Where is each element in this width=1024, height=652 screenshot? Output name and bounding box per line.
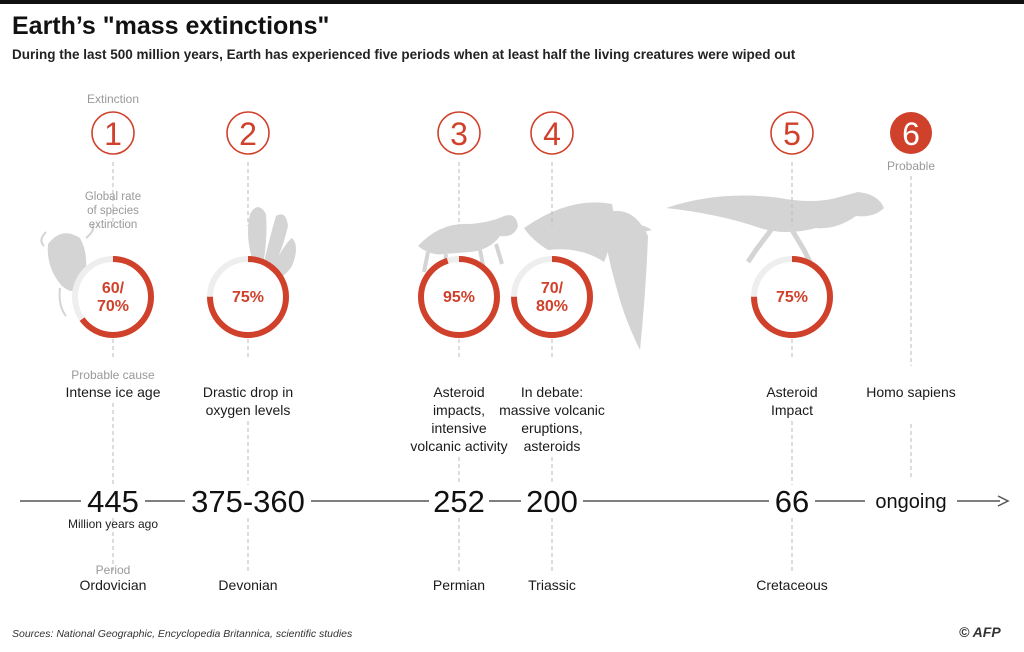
event-number: 4: [543, 116, 561, 152]
rate-ring-arc: [751, 256, 833, 338]
sea-lily-frond: [248, 207, 267, 270]
time-value-label: 252: [433, 484, 485, 519]
time-value-label: 445: [87, 484, 139, 519]
cause-text: Asteroid: [433, 384, 484, 400]
sources-note: Sources: National Geographic, Encycloped…: [12, 628, 353, 640]
cause-text: volcanic activity: [410, 438, 507, 454]
dinosaur-skeleton-icon: [666, 192, 884, 264]
event-number: 3: [450, 116, 468, 152]
trilobite-body: [47, 233, 87, 292]
cause-text: Homo sapiens: [866, 384, 956, 400]
probable-event-circle: [890, 112, 932, 154]
extinction-label: Extinction: [87, 92, 139, 106]
cause-text: asteroids: [524, 438, 581, 454]
chart-title: Earth’s "mass extinctions": [12, 12, 330, 40]
rate-value-label: 75%: [776, 289, 808, 306]
cause-text: In debate:: [521, 384, 583, 400]
time-value-label: ongoing: [875, 491, 946, 513]
top-rule: [0, 0, 1024, 4]
event-number-circle: [437, 111, 481, 155]
rate-value-label: 70%: [97, 298, 129, 315]
dinosaur-body: [666, 192, 884, 232]
cause-text: Impact: [771, 402, 813, 418]
rate-value-label: 60/: [102, 280, 125, 297]
probable-label: Probable: [887, 159, 935, 173]
period-text: Triassic: [528, 577, 576, 593]
time-value-label: 66: [775, 484, 809, 519]
rate-label: of species: [87, 205, 139, 217]
pterosaur-head: [576, 224, 652, 244]
trilobite-legs: [40, 223, 95, 317]
sea-lily-frond: [262, 214, 288, 274]
cause-text: Intense ice age: [66, 384, 161, 400]
rate-ring-arc: [72, 256, 154, 338]
rate-value-label: 80%: [536, 298, 568, 315]
time-unit-label: Million years ago: [68, 517, 158, 531]
pterosaur-icon: [524, 202, 652, 350]
rate-value-label: 70/: [541, 280, 564, 297]
chart-subtitle: During the last 500 million years, Earth…: [12, 47, 796, 62]
event-number-circle: [770, 111, 814, 155]
rate-ring-arc: [207, 256, 289, 338]
cause-text: intensive: [431, 420, 486, 436]
event-number: 5: [783, 116, 801, 152]
cause-text: oxygen levels: [206, 402, 291, 418]
pterosaur-wing: [524, 202, 614, 262]
trilobite-icon: [40, 223, 95, 317]
dinosaur-legs: [745, 224, 813, 264]
cause-label: Probable cause: [71, 368, 155, 382]
event-number-circle: [530, 111, 574, 155]
cause-text: massive volcanic: [499, 402, 605, 418]
event-number: 1: [104, 116, 122, 152]
event-number: 6: [902, 116, 920, 152]
afp-logo: © AFP: [959, 624, 1001, 640]
rate-label: extinction: [89, 219, 138, 231]
rate-label: Global rate: [85, 191, 141, 203]
period-text: Ordovician: [80, 577, 147, 593]
period-text: Permian: [433, 577, 485, 593]
period-label: Period: [96, 563, 131, 577]
time-value-label: 375-360: [191, 484, 305, 519]
rate-value-label: 75%: [232, 289, 264, 306]
event-number-circle: [91, 111, 135, 155]
rate-ring-arc: [511, 256, 593, 338]
period-text: Cretaceous: [756, 577, 828, 593]
event-number: 2: [239, 116, 257, 152]
cause-text: eruptions,: [521, 420, 582, 436]
time-value-label: 200: [526, 484, 578, 519]
cause-text: impacts,: [433, 402, 485, 418]
period-text: Devonian: [218, 577, 277, 593]
rate-value-label: 95%: [443, 289, 475, 306]
rate-ring-arc: [418, 256, 500, 338]
reptile-body: [418, 215, 518, 255]
event-number-circle: [226, 111, 270, 155]
axis-arrow-icon: [997, 495, 1010, 507]
cause-text: Asteroid: [766, 384, 817, 400]
pterosaur-wing: [602, 210, 648, 350]
cause-text: Drastic drop in: [203, 384, 293, 400]
